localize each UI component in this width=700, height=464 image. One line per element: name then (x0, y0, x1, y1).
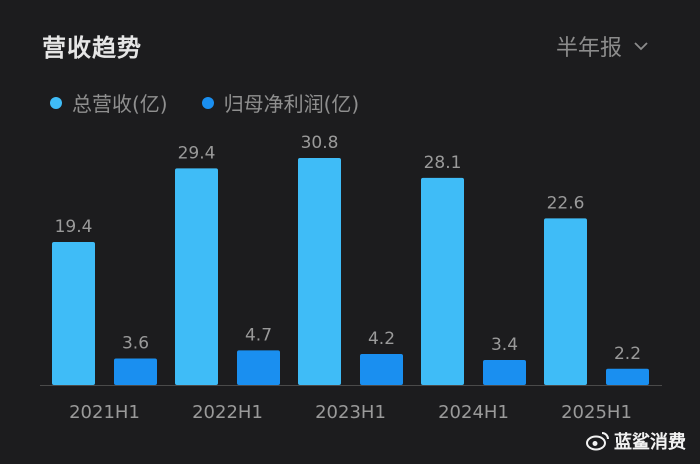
bar-revenue-2025H1[interactable] (544, 218, 587, 385)
bar-revenue-2024H1[interactable] (421, 177, 464, 385)
legend-item-revenue[interactable]: 总营收(亿) (50, 88, 168, 117)
legend-dot-revenue (50, 96, 62, 109)
data-label-revenue-2024H1: 28.1 (424, 153, 462, 173)
x-tick-label-2021H1: 2021H1 (69, 402, 140, 423)
period-selector[interactable]: 半年报 (556, 30, 650, 62)
data-label-profit-2025H1: 2.2 (614, 344, 641, 364)
weibo-logo-icon (586, 432, 609, 451)
legend-dot-profit (201, 96, 214, 109)
bar-profit-2025H1[interactable] (606, 368, 649, 385)
watermark: 蓝鲨消费 (586, 428, 686, 454)
chart-legend: 总营收(亿) 归母净利润(亿) (50, 88, 359, 117)
data-label-profit-2023H1: 4.2 (368, 329, 395, 349)
data-label-profit-2024H1: 3.4 (491, 335, 518, 355)
bar-profit-2022H1[interactable] (237, 350, 280, 385)
bar-profit-2021H1[interactable] (114, 358, 157, 385)
data-label-revenue-2023H1: 30.8 (301, 133, 339, 153)
period-label: 半年报 (555, 36, 622, 61)
data-label-revenue-2021H1: 19.4 (55, 217, 93, 237)
bar-profit-2024H1[interactable] (483, 359, 526, 385)
legend-label-profit: 归母净利润(亿) (223, 92, 360, 116)
legend-item-profit[interactable]: 归母净利润(亿) (201, 88, 360, 117)
bar-revenue-2023H1[interactable] (298, 158, 341, 385)
bar-revenue-2022H1[interactable] (175, 168, 218, 385)
data-label-revenue-2025H1: 22.6 (547, 193, 585, 213)
data-label-profit-2022H1: 4.7 (245, 325, 272, 345)
card-title: 营收趋势 (42, 34, 142, 62)
data-label-profit-2021H1: 3.6 (122, 333, 149, 353)
legend-label-revenue: 总营收(亿) (72, 92, 168, 116)
x-tick-label-2023H1: 2023H1 (315, 402, 386, 423)
bar-revenue-2021H1[interactable] (52, 242, 95, 385)
watermark-text: 蓝鲨消费 (614, 432, 686, 453)
x-tick-label-2022H1: 2022H1 (192, 402, 263, 423)
bar-profit-2023H1[interactable] (360, 354, 403, 385)
x-tick-label-2025H1: 2025H1 (561, 402, 632, 423)
data-label-revenue-2022H1: 29.4 (178, 143, 216, 163)
x-tick-label-2024H1: 2024H1 (438, 402, 509, 423)
chevron-down-icon (634, 42, 648, 51)
